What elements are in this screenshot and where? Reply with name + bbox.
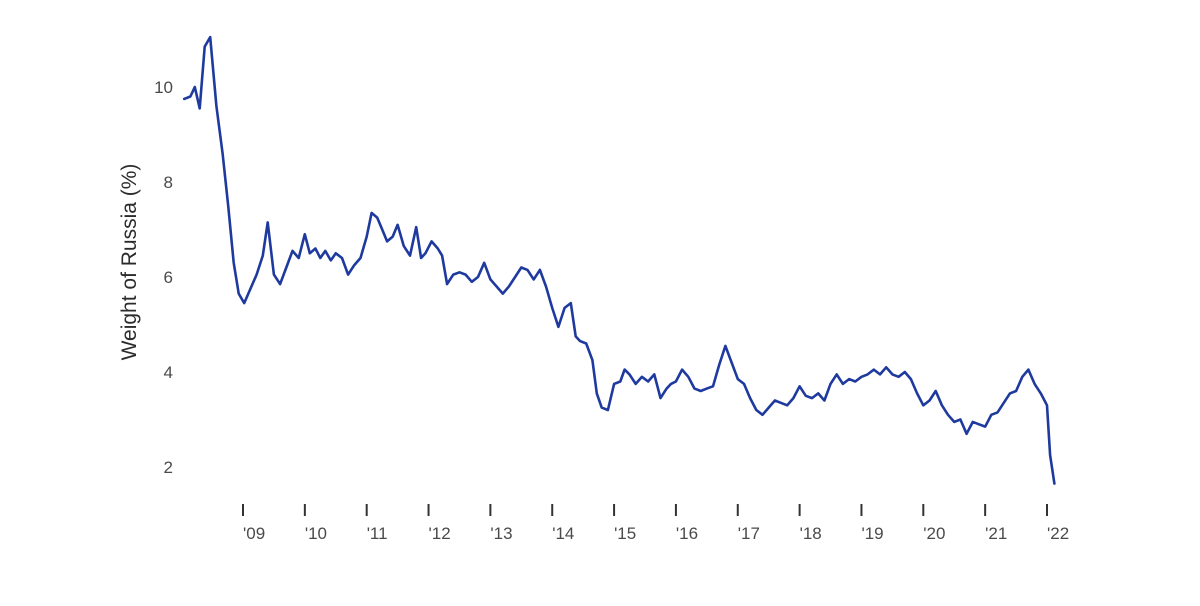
y-tick-label: 10 [154, 78, 173, 97]
y-tick-label: 4 [164, 363, 173, 382]
x-tick-label: '10 [305, 524, 327, 543]
y-tick-label: 8 [164, 173, 173, 192]
y-tick-label: 2 [164, 458, 173, 477]
x-tick-label: '13 [490, 524, 512, 543]
x-tick-label: '11 [367, 524, 388, 543]
x-tick-label: '22 [1047, 524, 1069, 543]
x-tick-label: '15 [614, 524, 636, 543]
x-tick-label: '18 [800, 524, 822, 543]
x-tick-label: '16 [676, 524, 698, 543]
y-axis-title: Weight of Russia (%) [118, 164, 141, 361]
x-tick-label: '17 [738, 524, 760, 543]
y-tick-label: 6 [164, 268, 173, 287]
x-tick-label: '14 [552, 524, 574, 543]
y-axis-tick-labels: 10 8 6 4 2 [154, 78, 173, 477]
x-tick-label: '19 [861, 524, 883, 543]
x-tick-label: '09 [243, 524, 265, 543]
x-tick-label: '12 [429, 524, 451, 543]
x-tick-label: '20 [923, 524, 945, 543]
x-tick-label: '21 [985, 524, 1007, 543]
x-axis: '09 '10 '11 '12 '13 '14 '15 '16 '17 '18 '19 '20 '21 '… [242, 504, 1069, 543]
series-line-russia-weight [182, 35, 1056, 485]
